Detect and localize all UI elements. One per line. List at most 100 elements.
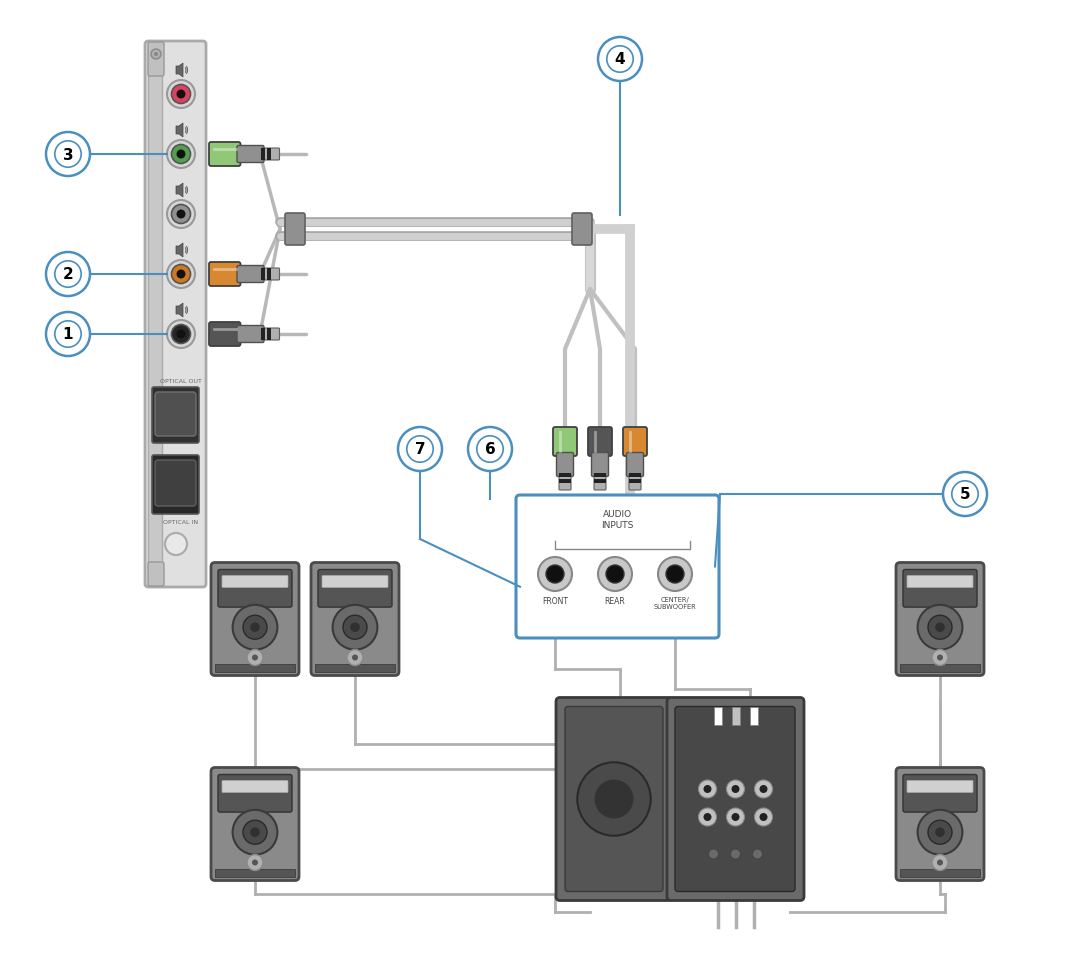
FancyBboxPatch shape	[211, 563, 299, 676]
FancyBboxPatch shape	[155, 392, 196, 436]
FancyBboxPatch shape	[572, 214, 592, 245]
Circle shape	[332, 605, 378, 650]
Text: CENTER/
SUBWOOFER: CENTER/ SUBWOOFER	[654, 597, 696, 609]
Circle shape	[658, 557, 692, 592]
Bar	[559, 473, 571, 478]
Circle shape	[352, 655, 358, 661]
Bar	[559, 479, 571, 483]
FancyBboxPatch shape	[237, 327, 264, 343]
Circle shape	[732, 785, 739, 793]
FancyBboxPatch shape	[907, 780, 973, 793]
FancyBboxPatch shape	[318, 570, 392, 607]
Bar	[595, 479, 606, 483]
Polygon shape	[176, 64, 183, 78]
FancyBboxPatch shape	[209, 143, 241, 167]
Polygon shape	[176, 124, 183, 138]
Polygon shape	[176, 304, 183, 318]
Circle shape	[577, 763, 651, 836]
FancyBboxPatch shape	[556, 697, 672, 901]
FancyBboxPatch shape	[591, 453, 609, 477]
Circle shape	[726, 808, 745, 826]
Circle shape	[595, 779, 633, 819]
FancyBboxPatch shape	[322, 576, 388, 588]
Text: 7: 7	[414, 442, 425, 457]
Circle shape	[937, 655, 943, 661]
Circle shape	[917, 810, 962, 855]
FancyBboxPatch shape	[261, 149, 279, 160]
Circle shape	[172, 85, 191, 105]
Bar	[629, 479, 641, 483]
FancyBboxPatch shape	[629, 474, 641, 491]
Circle shape	[730, 849, 740, 859]
FancyBboxPatch shape	[623, 427, 647, 457]
FancyBboxPatch shape	[285, 214, 305, 245]
FancyBboxPatch shape	[554, 427, 577, 457]
Text: FRONT: FRONT	[542, 597, 568, 605]
Circle shape	[172, 325, 191, 344]
Circle shape	[752, 849, 763, 859]
Circle shape	[151, 50, 161, 60]
Circle shape	[666, 565, 684, 584]
FancyBboxPatch shape	[222, 576, 288, 588]
Circle shape	[754, 808, 773, 826]
Circle shape	[704, 813, 711, 822]
FancyBboxPatch shape	[311, 563, 399, 676]
Bar	[315, 664, 395, 672]
FancyBboxPatch shape	[595, 474, 606, 491]
Bar	[750, 707, 757, 725]
Bar	[732, 707, 739, 725]
Circle shape	[165, 533, 187, 556]
FancyBboxPatch shape	[211, 768, 299, 880]
Circle shape	[709, 849, 719, 859]
Circle shape	[233, 605, 277, 650]
FancyBboxPatch shape	[557, 453, 574, 477]
Circle shape	[347, 649, 363, 666]
Circle shape	[698, 808, 716, 826]
Text: 3: 3	[63, 148, 73, 162]
FancyBboxPatch shape	[218, 570, 292, 607]
Circle shape	[250, 623, 260, 633]
Circle shape	[167, 200, 195, 229]
FancyBboxPatch shape	[675, 707, 795, 892]
FancyBboxPatch shape	[261, 329, 279, 340]
Text: 2: 2	[63, 267, 73, 283]
Bar	[267, 329, 271, 340]
FancyBboxPatch shape	[559, 474, 571, 491]
FancyBboxPatch shape	[148, 43, 164, 77]
Circle shape	[937, 860, 943, 866]
Circle shape	[167, 141, 195, 169]
Circle shape	[167, 261, 195, 289]
Bar	[713, 707, 722, 725]
Text: OPTICAL IN: OPTICAL IN	[163, 519, 199, 524]
Circle shape	[154, 53, 158, 57]
Circle shape	[935, 623, 945, 633]
Circle shape	[167, 81, 195, 109]
FancyBboxPatch shape	[148, 562, 164, 587]
Circle shape	[704, 785, 711, 793]
Circle shape	[252, 655, 258, 661]
FancyBboxPatch shape	[903, 570, 976, 607]
FancyBboxPatch shape	[237, 266, 264, 284]
Text: 5: 5	[959, 487, 970, 502]
Circle shape	[243, 615, 267, 640]
Circle shape	[351, 623, 359, 633]
Bar	[595, 473, 606, 478]
FancyBboxPatch shape	[222, 780, 288, 793]
Bar	[267, 269, 271, 281]
FancyBboxPatch shape	[152, 456, 199, 514]
Circle shape	[343, 615, 367, 640]
FancyBboxPatch shape	[565, 707, 663, 892]
Circle shape	[732, 813, 739, 822]
FancyBboxPatch shape	[516, 496, 719, 639]
Circle shape	[247, 855, 263, 870]
Circle shape	[935, 827, 945, 837]
Circle shape	[538, 557, 572, 592]
Text: 6: 6	[484, 442, 495, 457]
FancyBboxPatch shape	[588, 427, 612, 457]
Text: AUDIO
INPUTS: AUDIO INPUTS	[601, 510, 633, 529]
Circle shape	[928, 821, 952, 844]
Circle shape	[928, 615, 952, 640]
Circle shape	[177, 270, 186, 279]
Bar	[267, 149, 271, 160]
Circle shape	[172, 205, 191, 224]
